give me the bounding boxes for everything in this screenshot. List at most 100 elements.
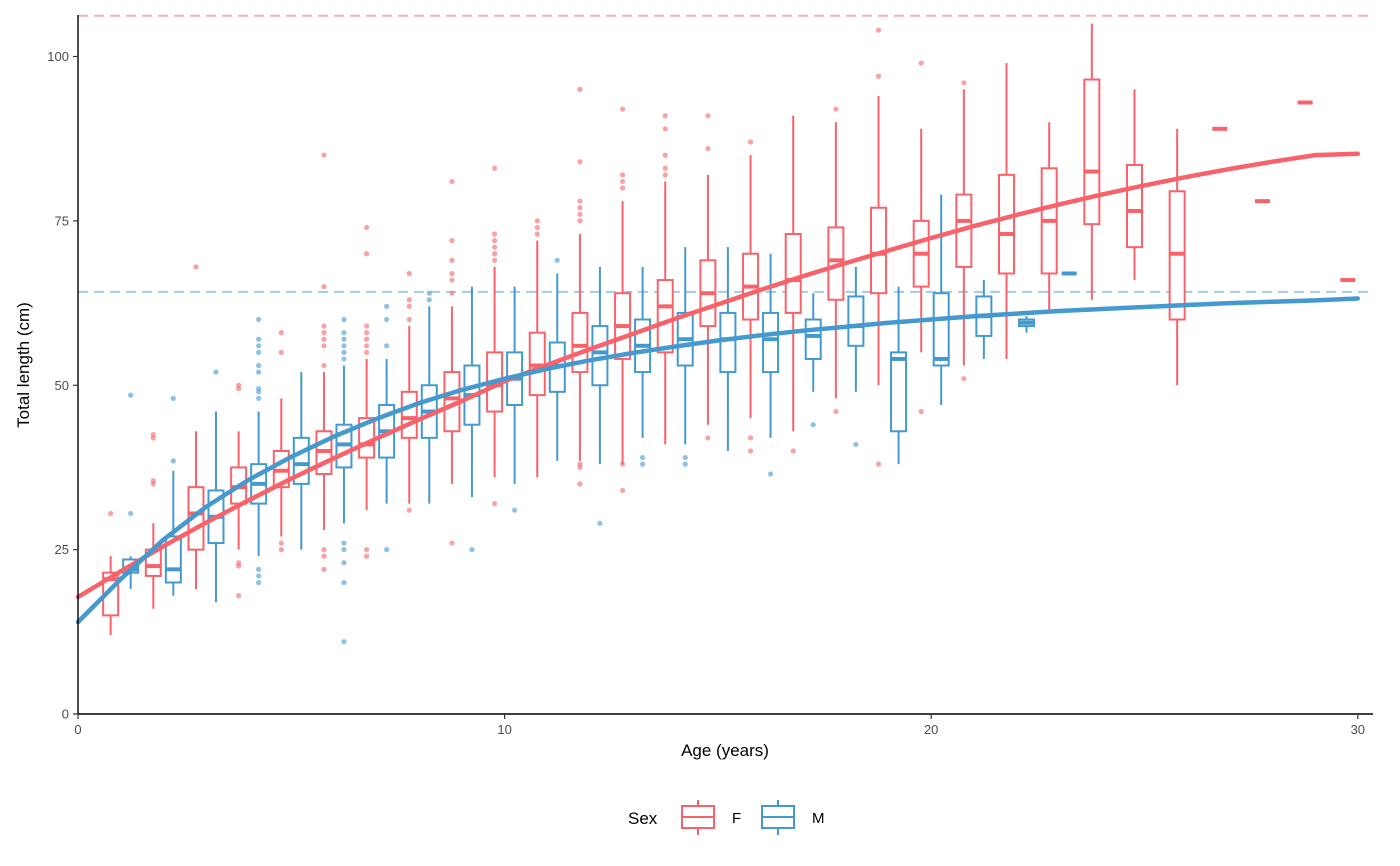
outlier-point	[384, 316, 390, 323]
legend-key-f: F	[681, 800, 741, 835]
outlier-point	[321, 284, 327, 290]
outlier-point	[790, 448, 796, 454]
outlier-point	[554, 257, 560, 263]
outlier-point	[384, 343, 390, 349]
outlier-point	[321, 152, 327, 158]
boxplot-m-age-18	[847, 266, 865, 448]
outlier-point	[213, 369, 219, 375]
box-iqr	[571, 311, 589, 374]
boxplot-m-age-19	[890, 286, 908, 465]
box-iqr	[762, 311, 780, 374]
outlier-point	[364, 323, 370, 329]
outlier-point	[492, 238, 498, 244]
outlier-point	[449, 178, 455, 185]
outlier-point	[619, 487, 626, 494]
boxplot-f-age-15	[699, 113, 717, 441]
outlier-point	[492, 165, 498, 171]
outlier-point	[961, 80, 967, 86]
boxplot-m-age-20	[932, 194, 950, 405]
outlier-point	[278, 330, 284, 336]
outlier-point	[492, 251, 498, 257]
outlier-point	[705, 435, 711, 441]
outlier-point	[426, 297, 432, 303]
outlier-point	[321, 566, 327, 572]
outlier-point	[364, 553, 370, 559]
boxplot-f-age-6	[315, 152, 333, 572]
outlier-point	[256, 566, 262, 572]
outlier-point	[364, 349, 370, 355]
boxplot-m-age-4	[250, 316, 268, 586]
outlier-point	[128, 510, 134, 517]
boxplot-f-age-23	[1040, 122, 1058, 313]
outlier-point	[662, 126, 668, 132]
outlier-point	[341, 349, 347, 355]
outlier-point	[406, 270, 412, 277]
outlier-point	[639, 461, 646, 467]
outlier-point	[619, 185, 626, 191]
outlier-point	[321, 323, 327, 329]
outlier-point	[449, 540, 455, 546]
outlier-point	[853, 441, 859, 448]
outlier-point	[236, 560, 242, 566]
boxplot-m-age-10	[506, 286, 524, 513]
outlier-point	[810, 422, 816, 428]
box-iqr	[1083, 78, 1101, 226]
box-iqr	[847, 295, 865, 347]
y-tick-label: 50	[55, 378, 69, 393]
outlier-point	[108, 510, 114, 517]
boxplot-f-age-12	[571, 86, 589, 487]
boxplot-m-age-14	[676, 247, 694, 467]
boxplot-m-age-2	[164, 395, 182, 596]
outlier-point	[449, 290, 455, 296]
box-iqr	[784, 233, 802, 314]
outlier-point	[406, 507, 412, 513]
y-tick-label: 75	[55, 213, 69, 228]
boxplot-m-age-17	[804, 293, 822, 428]
outlier-point	[364, 330, 370, 336]
legend-title: Sex	[628, 809, 658, 828]
outlier-point	[534, 224, 540, 231]
outlier-point	[619, 172, 626, 178]
x-tick-label: 30	[1351, 722, 1365, 737]
boxplot-m-age-12	[591, 266, 609, 526]
boxplot-m-age-22	[1018, 316, 1036, 333]
outlier-point	[492, 231, 498, 237]
outlier-point	[577, 218, 583, 224]
outlier-point	[321, 553, 327, 559]
outlier-point	[426, 290, 432, 296]
outlier-point	[278, 540, 284, 546]
outlier-point	[278, 349, 284, 355]
outlier-point	[364, 343, 370, 349]
boxplot-f-age-17	[784, 115, 802, 454]
outlier-point	[577, 159, 583, 165]
outlier-point	[619, 178, 626, 185]
outlier-point	[341, 579, 347, 586]
outlier-point	[918, 60, 924, 66]
boxplot-f-age-8	[400, 270, 418, 513]
outlier-point	[682, 454, 688, 461]
outlier-point	[469, 547, 475, 553]
asymptote-lines	[78, 14, 1373, 293]
outlier-point	[492, 257, 498, 263]
outlier-point	[577, 211, 583, 217]
outlier-point	[384, 547, 390, 553]
box-iqr	[890, 351, 908, 433]
x-tick-label: 10	[497, 722, 511, 737]
y-tick-label: 100	[47, 49, 69, 64]
outlier-point	[406, 297, 412, 303]
boxplot-f-age-18	[827, 106, 845, 415]
outlier-point	[341, 343, 347, 349]
outlier-point	[747, 435, 754, 441]
growth-curve-m	[75, 296, 1361, 625]
outlier-point	[705, 113, 711, 119]
boxplot-m-age-5	[292, 372, 310, 550]
outlier-point	[577, 461, 583, 467]
outlier-point	[364, 336, 370, 342]
outlier-point	[341, 540, 347, 546]
outlier-point	[875, 27, 882, 33]
outlier-point	[256, 362, 262, 369]
outlier-point	[321, 547, 327, 553]
boxplot-f-age-9	[443, 178, 461, 546]
